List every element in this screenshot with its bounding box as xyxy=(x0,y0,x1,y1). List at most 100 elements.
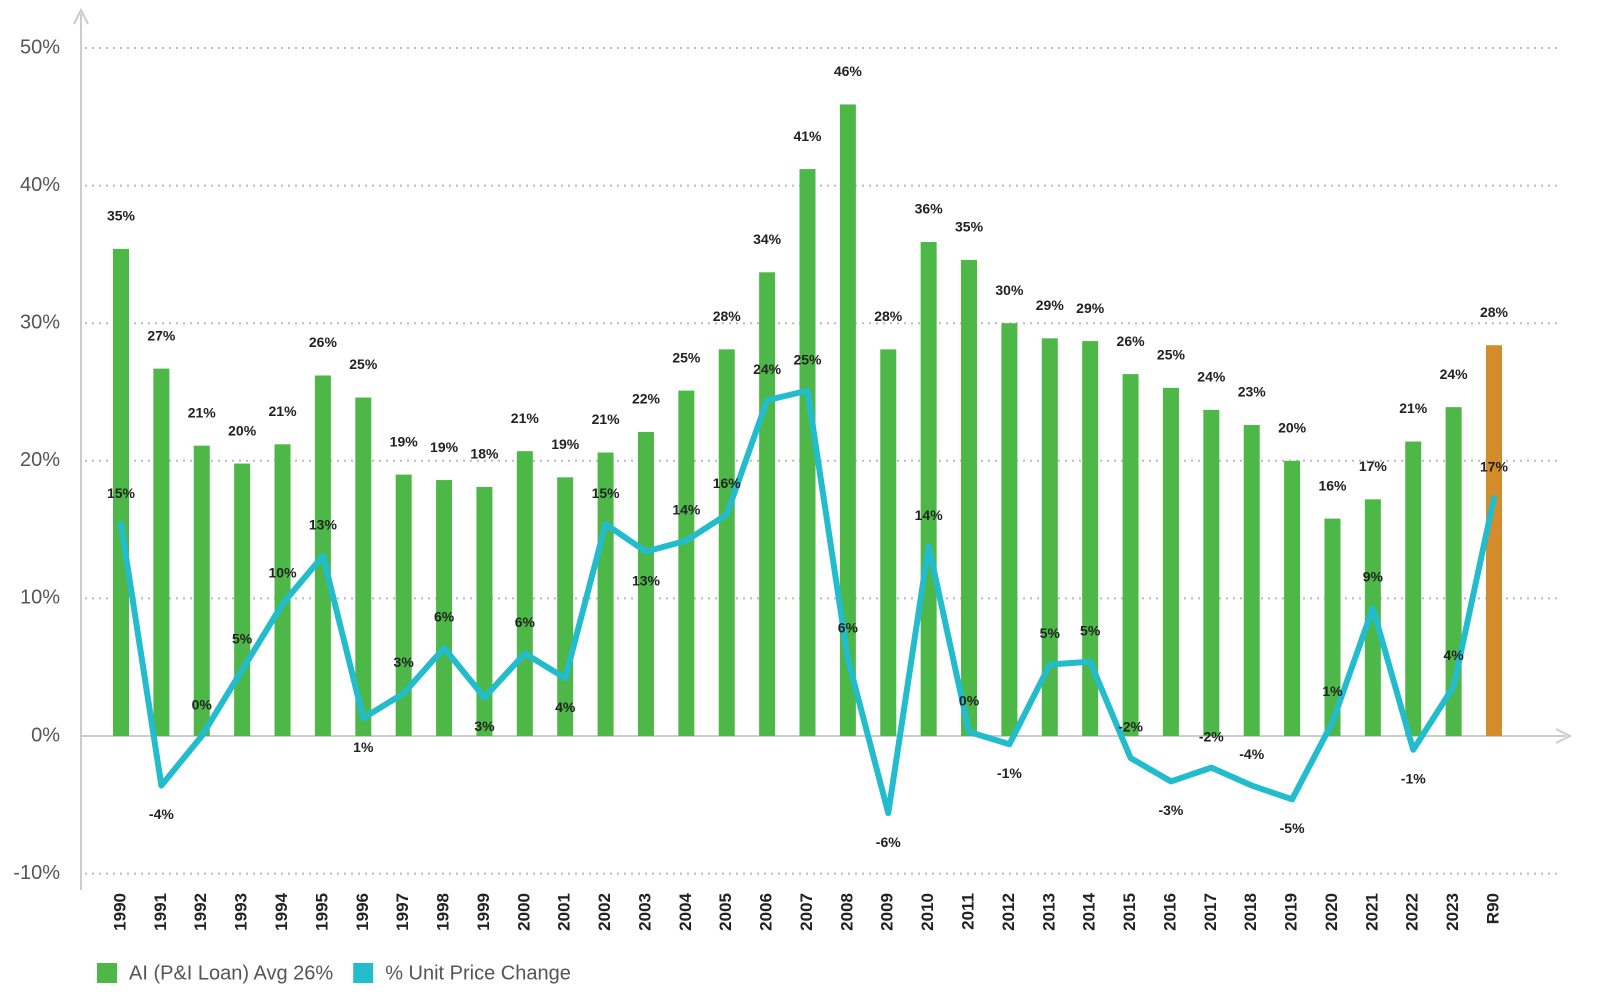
x-tick-label: 2001 xyxy=(555,893,574,931)
bar xyxy=(234,463,251,736)
line-value-label: -1% xyxy=(997,765,1022,781)
x-tick-label: 1999 xyxy=(474,893,493,931)
x-tick-label: 2020 xyxy=(1322,893,1341,931)
bar xyxy=(193,445,210,736)
line-value-label: 0% xyxy=(959,693,980,709)
line-value-label: 13% xyxy=(632,572,661,588)
line-value-label: 3% xyxy=(394,654,415,670)
line-value-label: -1% xyxy=(1401,770,1426,786)
line-value-label: 24% xyxy=(753,361,782,377)
line-value-label: -2% xyxy=(1118,719,1143,735)
bar xyxy=(759,272,776,736)
line-value-label: 0% xyxy=(192,697,213,713)
line-value-label: 17% xyxy=(1480,459,1509,475)
bar-value-label: 28% xyxy=(874,308,903,324)
x-tick-label: 2016 xyxy=(1160,893,1179,931)
line-value-label: 4% xyxy=(1444,647,1465,663)
line-value-label: -6% xyxy=(876,834,901,850)
x-tick-label: 2017 xyxy=(1201,893,1220,931)
bar xyxy=(476,486,493,736)
bar xyxy=(1203,409,1220,736)
x-tick-label: 2010 xyxy=(918,893,937,931)
line-value-label: 13% xyxy=(309,516,338,532)
bar xyxy=(718,349,735,736)
x-tick-label: 2004 xyxy=(676,892,695,930)
x-tick-label: 2019 xyxy=(1282,893,1301,931)
bar-value-label: 16% xyxy=(1318,477,1347,493)
line-value-label: -5% xyxy=(1280,820,1305,836)
bar-value-label: 22% xyxy=(632,391,661,407)
bar xyxy=(436,480,453,736)
bar xyxy=(1486,345,1502,736)
x-tick-label: 1993 xyxy=(232,893,251,931)
bar xyxy=(113,248,129,736)
x-tick-label: 2000 xyxy=(514,893,533,931)
y-tick-label: 0% xyxy=(31,724,60,746)
y-tick-label: 30% xyxy=(20,311,60,333)
bar xyxy=(274,444,291,736)
legend-label: AI (P&I Loan) Avg 26% xyxy=(129,962,333,984)
bar-value-label: 28% xyxy=(713,308,742,324)
bar-value-label: 21% xyxy=(188,404,217,420)
x-tick-label: 2008 xyxy=(837,893,856,931)
x-tick-label: 2022 xyxy=(1403,893,1422,931)
bar-value-label: 21% xyxy=(269,403,298,419)
bar-value-label: 36% xyxy=(915,201,944,217)
line-value-label: 4% xyxy=(555,699,576,715)
line-value-label: 15% xyxy=(592,485,621,501)
x-tick-label: 2015 xyxy=(1120,893,1139,931)
bar xyxy=(516,451,533,736)
x-tick-label: 2003 xyxy=(635,893,654,931)
y-axis-arrow xyxy=(73,7,89,25)
x-tick-label: 1994 xyxy=(272,892,291,930)
y-tick-label: 20% xyxy=(20,449,60,471)
x-tick-label: 2005 xyxy=(716,893,735,931)
line-value-label: 6% xyxy=(434,609,455,625)
x-tick-label: 2021 xyxy=(1362,893,1381,931)
x-tick-label: 1995 xyxy=(312,893,331,931)
bar xyxy=(1324,518,1341,736)
bar-value-label: 25% xyxy=(349,356,378,372)
line-value-label: 5% xyxy=(1080,622,1101,638)
bar xyxy=(1243,425,1260,736)
bar xyxy=(880,349,897,736)
y-tick-label: 50% xyxy=(20,36,60,58)
line-value-label: 6% xyxy=(515,614,536,630)
bar-value-label: 30% xyxy=(995,282,1024,298)
bar-value-label: 26% xyxy=(1117,333,1146,349)
x-tick-label: R90 xyxy=(1483,893,1502,924)
line-value-label: -4% xyxy=(1239,746,1264,762)
bar xyxy=(799,169,816,736)
x-tick-label: 1996 xyxy=(353,893,372,931)
line-value-label: 14% xyxy=(672,501,701,517)
bar-value-label: 34% xyxy=(753,231,782,247)
legend-swatch xyxy=(353,963,374,983)
bar xyxy=(678,390,695,736)
line-value-label: 10% xyxy=(269,565,298,581)
bar xyxy=(920,242,937,737)
bar-value-label: 21% xyxy=(592,411,621,427)
x-tick-label: 2011 xyxy=(959,893,978,930)
bar xyxy=(839,104,856,736)
bar xyxy=(1284,460,1301,736)
bar-value-label: 20% xyxy=(228,422,257,438)
bar-value-label: 41% xyxy=(793,128,822,144)
bar xyxy=(1405,441,1422,736)
bar xyxy=(355,397,372,736)
y-tick-label: 10% xyxy=(20,587,60,609)
x-tick-label: 2018 xyxy=(1241,893,1260,931)
bar-value-label: 24% xyxy=(1440,366,1469,382)
x-tick-label: 2012 xyxy=(999,893,1018,931)
x-tick-label: 1991 xyxy=(151,893,170,931)
bar-value-label: 19% xyxy=(551,436,580,452)
bar-value-label: 19% xyxy=(430,439,459,455)
bar-value-label: 35% xyxy=(107,208,136,224)
x-tick-label: 2006 xyxy=(757,893,776,931)
line-value-label: 5% xyxy=(1040,625,1061,641)
x-tick-label: 2009 xyxy=(878,893,897,931)
bar xyxy=(637,431,654,736)
line-value-label: 16% xyxy=(713,475,742,491)
bar-value-label: 25% xyxy=(1157,347,1186,363)
